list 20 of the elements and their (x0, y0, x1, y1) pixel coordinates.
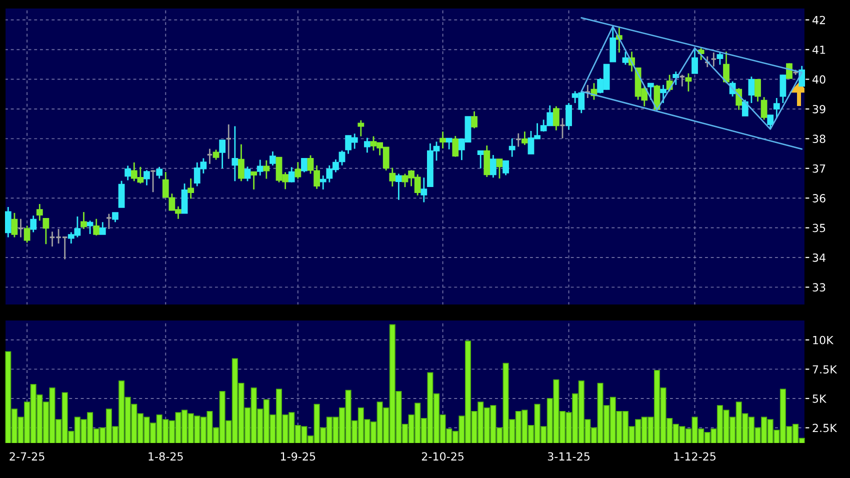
x-tick-label: 2-7-25 (10, 452, 44, 461)
y-tick-label: 39 (812, 104, 826, 114)
y-tick-label: 34 (812, 253, 826, 262)
x-tick-label: 1-9-25 (280, 452, 316, 461)
y-tick-label: 40 (812, 75, 826, 84)
x-tick-label: 1-8-25 (148, 452, 183, 461)
y-tick-label: 10K (813, 336, 834, 344)
x-tick-label: 1-12-25 (674, 452, 716, 461)
y-tick-label: 2.5K (812, 424, 838, 432)
y-tick-label: 42 (812, 16, 825, 24)
x-tick-label: 2-10-25 (422, 452, 464, 461)
y-tick-label: 41 (812, 46, 826, 54)
x-tick-label: 3-11-25 (548, 452, 590, 461)
y-tick-label: 38 (812, 134, 826, 144)
y-tick-label: 5K (812, 394, 827, 403)
y-tick-label: 36 (812, 194, 826, 202)
y-tick-label: 35 (812, 224, 826, 232)
y-tick-label: 33 (812, 283, 826, 292)
y-tick-label: 37 (812, 164, 826, 173)
y-tick-label: 7.5K (812, 365, 838, 374)
